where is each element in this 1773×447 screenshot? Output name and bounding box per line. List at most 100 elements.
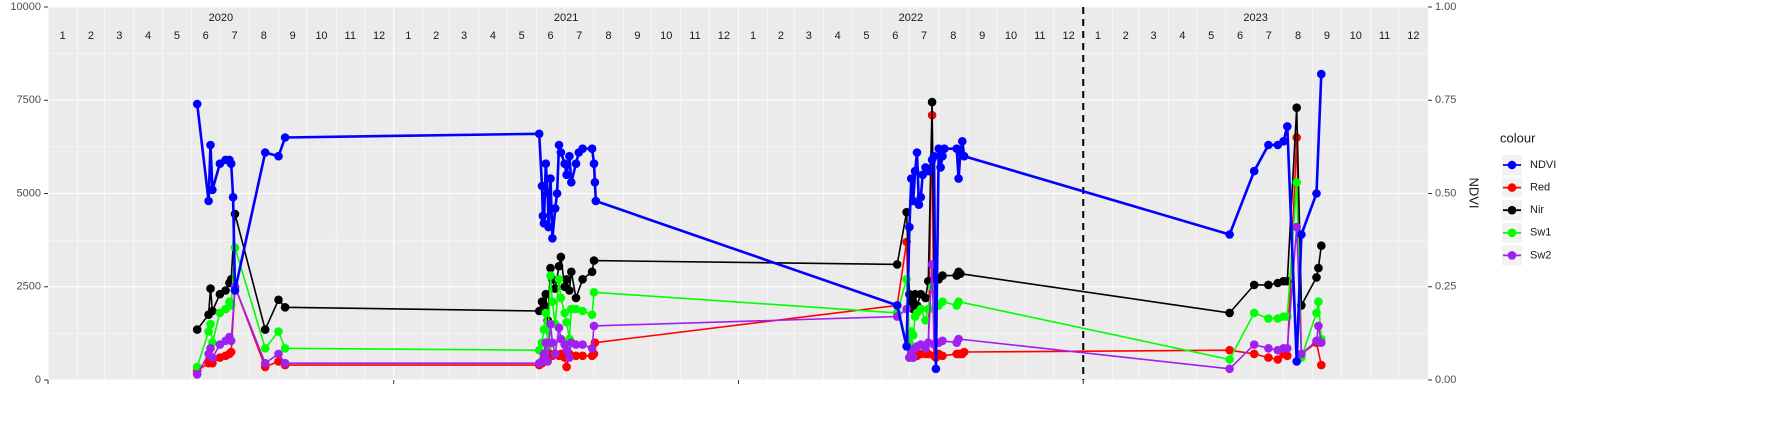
- nir-point: [1292, 103, 1301, 112]
- ndvi-point: [959, 151, 969, 161]
- month-label: 8: [606, 30, 612, 42]
- ndvi-point: [208, 185, 217, 195]
- month-label: 9: [634, 30, 640, 42]
- month-label: 5: [863, 30, 869, 42]
- month-label: 3: [116, 30, 122, 42]
- ndvi-point: [550, 204, 560, 213]
- nir-point: [892, 260, 902, 269]
- legend-label: Red: [1530, 182, 1550, 194]
- ndvi-point: [902, 342, 911, 351]
- sw1-point: [548, 297, 557, 307]
- ndvi-point: [571, 159, 581, 168]
- month-label: 2: [88, 30, 94, 42]
- sw1-point: [562, 317, 571, 327]
- legend-key-point: [1507, 228, 1517, 238]
- sw2-point: [565, 353, 574, 362]
- nir-point: [1312, 273, 1321, 282]
- sw2-point: [274, 349, 283, 359]
- ndvi-point: [1225, 230, 1234, 239]
- month-label: 10: [1005, 30, 1017, 42]
- sw1-point: [908, 330, 918, 340]
- ndvi-point: [936, 163, 945, 172]
- sw2-line: [196, 226, 1323, 375]
- month-label: 2: [433, 30, 439, 42]
- ndvi-point: [548, 234, 557, 243]
- sw2-point: [192, 370, 202, 379]
- ndvi-point: [1249, 166, 1259, 176]
- sw1-point: [260, 344, 270, 353]
- sw2-point: [554, 323, 564, 333]
- month-label: 1: [60, 30, 66, 42]
- sw1-point: [902, 275, 911, 284]
- y-left-tick-label: 2500: [17, 281, 41, 293]
- year-label: 2020: [209, 12, 233, 24]
- month-label: 2: [1123, 30, 1129, 42]
- sw2-point: [1292, 222, 1301, 232]
- ndvi-point: [1297, 230, 1306, 239]
- nir-point: [556, 252, 566, 262]
- series-sw1: [192, 178, 1326, 372]
- ndvi-point: [541, 159, 551, 168]
- sw1-point: [589, 288, 599, 297]
- ndvi-point: [1317, 69, 1326, 79]
- ndvi-point: [230, 286, 240, 295]
- sw1-point: [921, 316, 930, 325]
- ndvi-point: [905, 222, 914, 232]
- nir-point: [539, 301, 549, 310]
- series-sw2: [192, 222, 1326, 379]
- ndvi-point: [543, 189, 552, 198]
- month-label: 8: [950, 30, 956, 42]
- month-label: 7: [1266, 30, 1272, 42]
- month-label: 7: [576, 30, 582, 42]
- legend-key-point: [1507, 251, 1517, 260]
- month-label: 11: [345, 30, 356, 42]
- nir-point: [571, 293, 581, 303]
- ndvi-point: [910, 166, 920, 176]
- ndvi-point: [591, 196, 601, 206]
- red-point: [938, 351, 947, 361]
- ndvi-point: [1312, 189, 1321, 198]
- red-point: [1283, 351, 1292, 361]
- ndvi-point: [274, 151, 283, 161]
- ndvi-point: [590, 178, 600, 187]
- nir-point: [260, 325, 270, 334]
- ndvi-point: [940, 144, 949, 153]
- sw2-point: [260, 358, 270, 368]
- sw1-point: [560, 308, 569, 318]
- nir-point: [274, 295, 283, 305]
- sw1-point: [938, 297, 947, 307]
- sw2-point: [938, 336, 947, 346]
- month-label: 5: [174, 30, 180, 42]
- sw1-point: [206, 319, 215, 329]
- month-label: 6: [547, 30, 553, 42]
- ndvi-point: [204, 196, 213, 206]
- sw1-point: [539, 325, 549, 334]
- sw2-point: [1264, 344, 1273, 353]
- sw2-point: [280, 358, 290, 368]
- nir-point: [554, 261, 564, 271]
- month-label: 10: [660, 30, 672, 42]
- sw2-point: [208, 353, 217, 362]
- month-label: 2: [778, 30, 784, 42]
- sw1-point: [571, 304, 581, 314]
- sw2-point: [1297, 349, 1306, 359]
- sw2-point: [548, 338, 557, 348]
- ndvi-point: [538, 211, 548, 221]
- ndvi-point: [916, 192, 926, 202]
- y-left-tick-label: 5000: [17, 187, 41, 199]
- ndvi-point: [226, 159, 236, 168]
- legend-label: NDVI: [1530, 159, 1556, 171]
- sw1-point: [1225, 355, 1234, 364]
- ndvi-point: [554, 140, 564, 150]
- ndvi-point: [931, 364, 941, 374]
- sw1-point: [204, 327, 213, 336]
- sw1-point: [587, 310, 597, 320]
- ndvi-point: [578, 144, 587, 153]
- sw2-point: [541, 338, 551, 348]
- red-point: [571, 351, 581, 361]
- ndvi-point: [560, 159, 569, 168]
- nir-point: [541, 289, 551, 299]
- month-label: 9: [1324, 30, 1330, 42]
- month-label: 4: [145, 30, 151, 42]
- sw1-point: [546, 271, 555, 280]
